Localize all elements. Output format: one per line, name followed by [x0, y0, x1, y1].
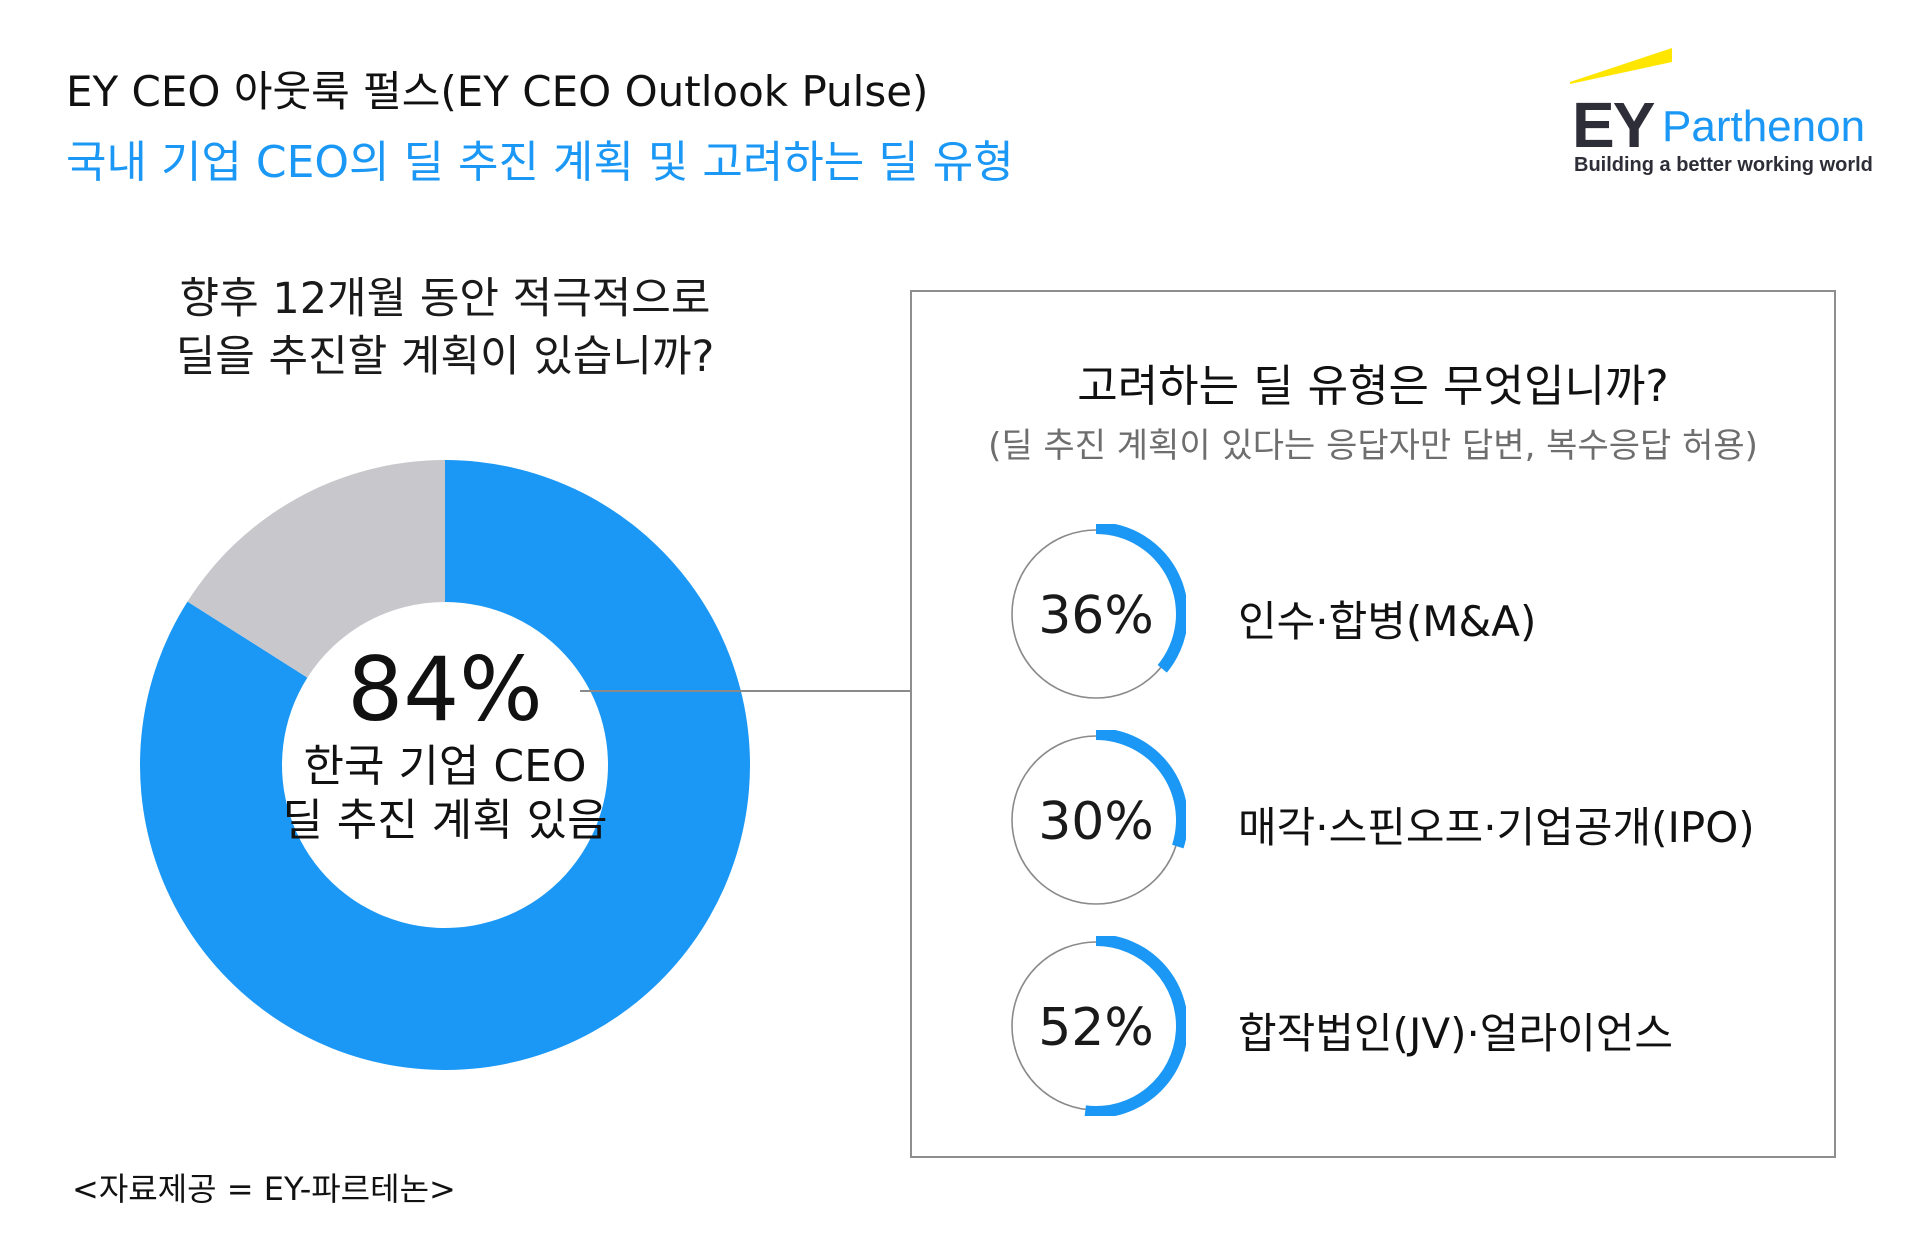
donut-center-label: 84% 한국 기업 CEO 딜 추진 계획 있음: [140, 640, 750, 848]
deal-label-jv: 합작법인(JV)·얼라이언스: [1238, 1009, 1674, 1058]
donut-caption-line-2: 딜 추진 계획 있음: [282, 795, 608, 846]
deal-ring-jv: [1011, 936, 1186, 1116]
page-title: EY CEO 아웃룩 펄스(EY CEO Outlook Pulse): [66, 67, 929, 116]
deal-label-ma: 인수·합병(M&A): [1238, 597, 1537, 646]
donut-slice-no: [187, 460, 445, 678]
donut-caption-line-1: 한국 기업 CEO: [303, 741, 587, 792]
donut-question: 향후 12개월 동안 적극적으로 딜을 추진할 계획이 있습니까?: [120, 270, 770, 386]
source-note: <자료제공 = EY-파르테논>: [72, 1170, 456, 1208]
deal-ring-ma: [1011, 524, 1186, 699]
deal-item-jv: 52% 합작법인(JV)·얼라이언스: [1006, 936, 1826, 1116]
logo-ey-mark: EY: [1572, 89, 1655, 161]
deal-value-ma: 36%: [1038, 586, 1154, 646]
connector-line: [580, 690, 910, 692]
donut-question-line-2: 딜을 추진할 계획이 있습니까?: [175, 332, 715, 382]
panel-question: 고려하는 딜 유형은 무엇입니까?: [1077, 361, 1669, 412]
deal-ring-arc: [1096, 730, 1186, 849]
deal-value-divest: 30%: [1038, 792, 1154, 852]
deal-ring-arc: [1096, 524, 1186, 673]
deal-value-jv: 52%: [1038, 998, 1154, 1058]
logo-brand: Parthenon: [1662, 102, 1866, 151]
deal-item-divest: 30% 매각·스핀오프·기업공개(IPO): [1006, 730, 1826, 910]
deal-label-divest: 매각·스핀오프·기업공개(IPO): [1238, 803, 1755, 852]
panel-note: (딜 추진 계획이 있다는 응답자만 답변, 복수응답 허용): [988, 426, 1758, 466]
deal-type-panel: 고려하는 딜 유형은 무엇입니까? (딜 추진 계획이 있다는 응답자만 답변,…: [910, 290, 1836, 1158]
donut-value-label: 84%: [347, 638, 543, 741]
logo-tagline: Building a better working world: [1574, 154, 1873, 176]
donut-slice-yes: [140, 460, 750, 1070]
deal-ring-divest: [1011, 730, 1186, 905]
yellow-beam-icon: [1570, 48, 1672, 84]
donut-chart: [140, 460, 750, 1070]
donut-question-line-1: 향후 12개월 동안 적극적으로: [179, 274, 711, 324]
page-subtitle: 국내 기업 CEO의 딜 추진 계획 및 고려하는 딜 유형: [66, 137, 1014, 188]
ey-parthenon-logo: EY Parthenon Building a better working w…: [1560, 40, 1900, 190]
deal-item-ma: 36% 인수·합병(M&A): [1006, 524, 1826, 704]
